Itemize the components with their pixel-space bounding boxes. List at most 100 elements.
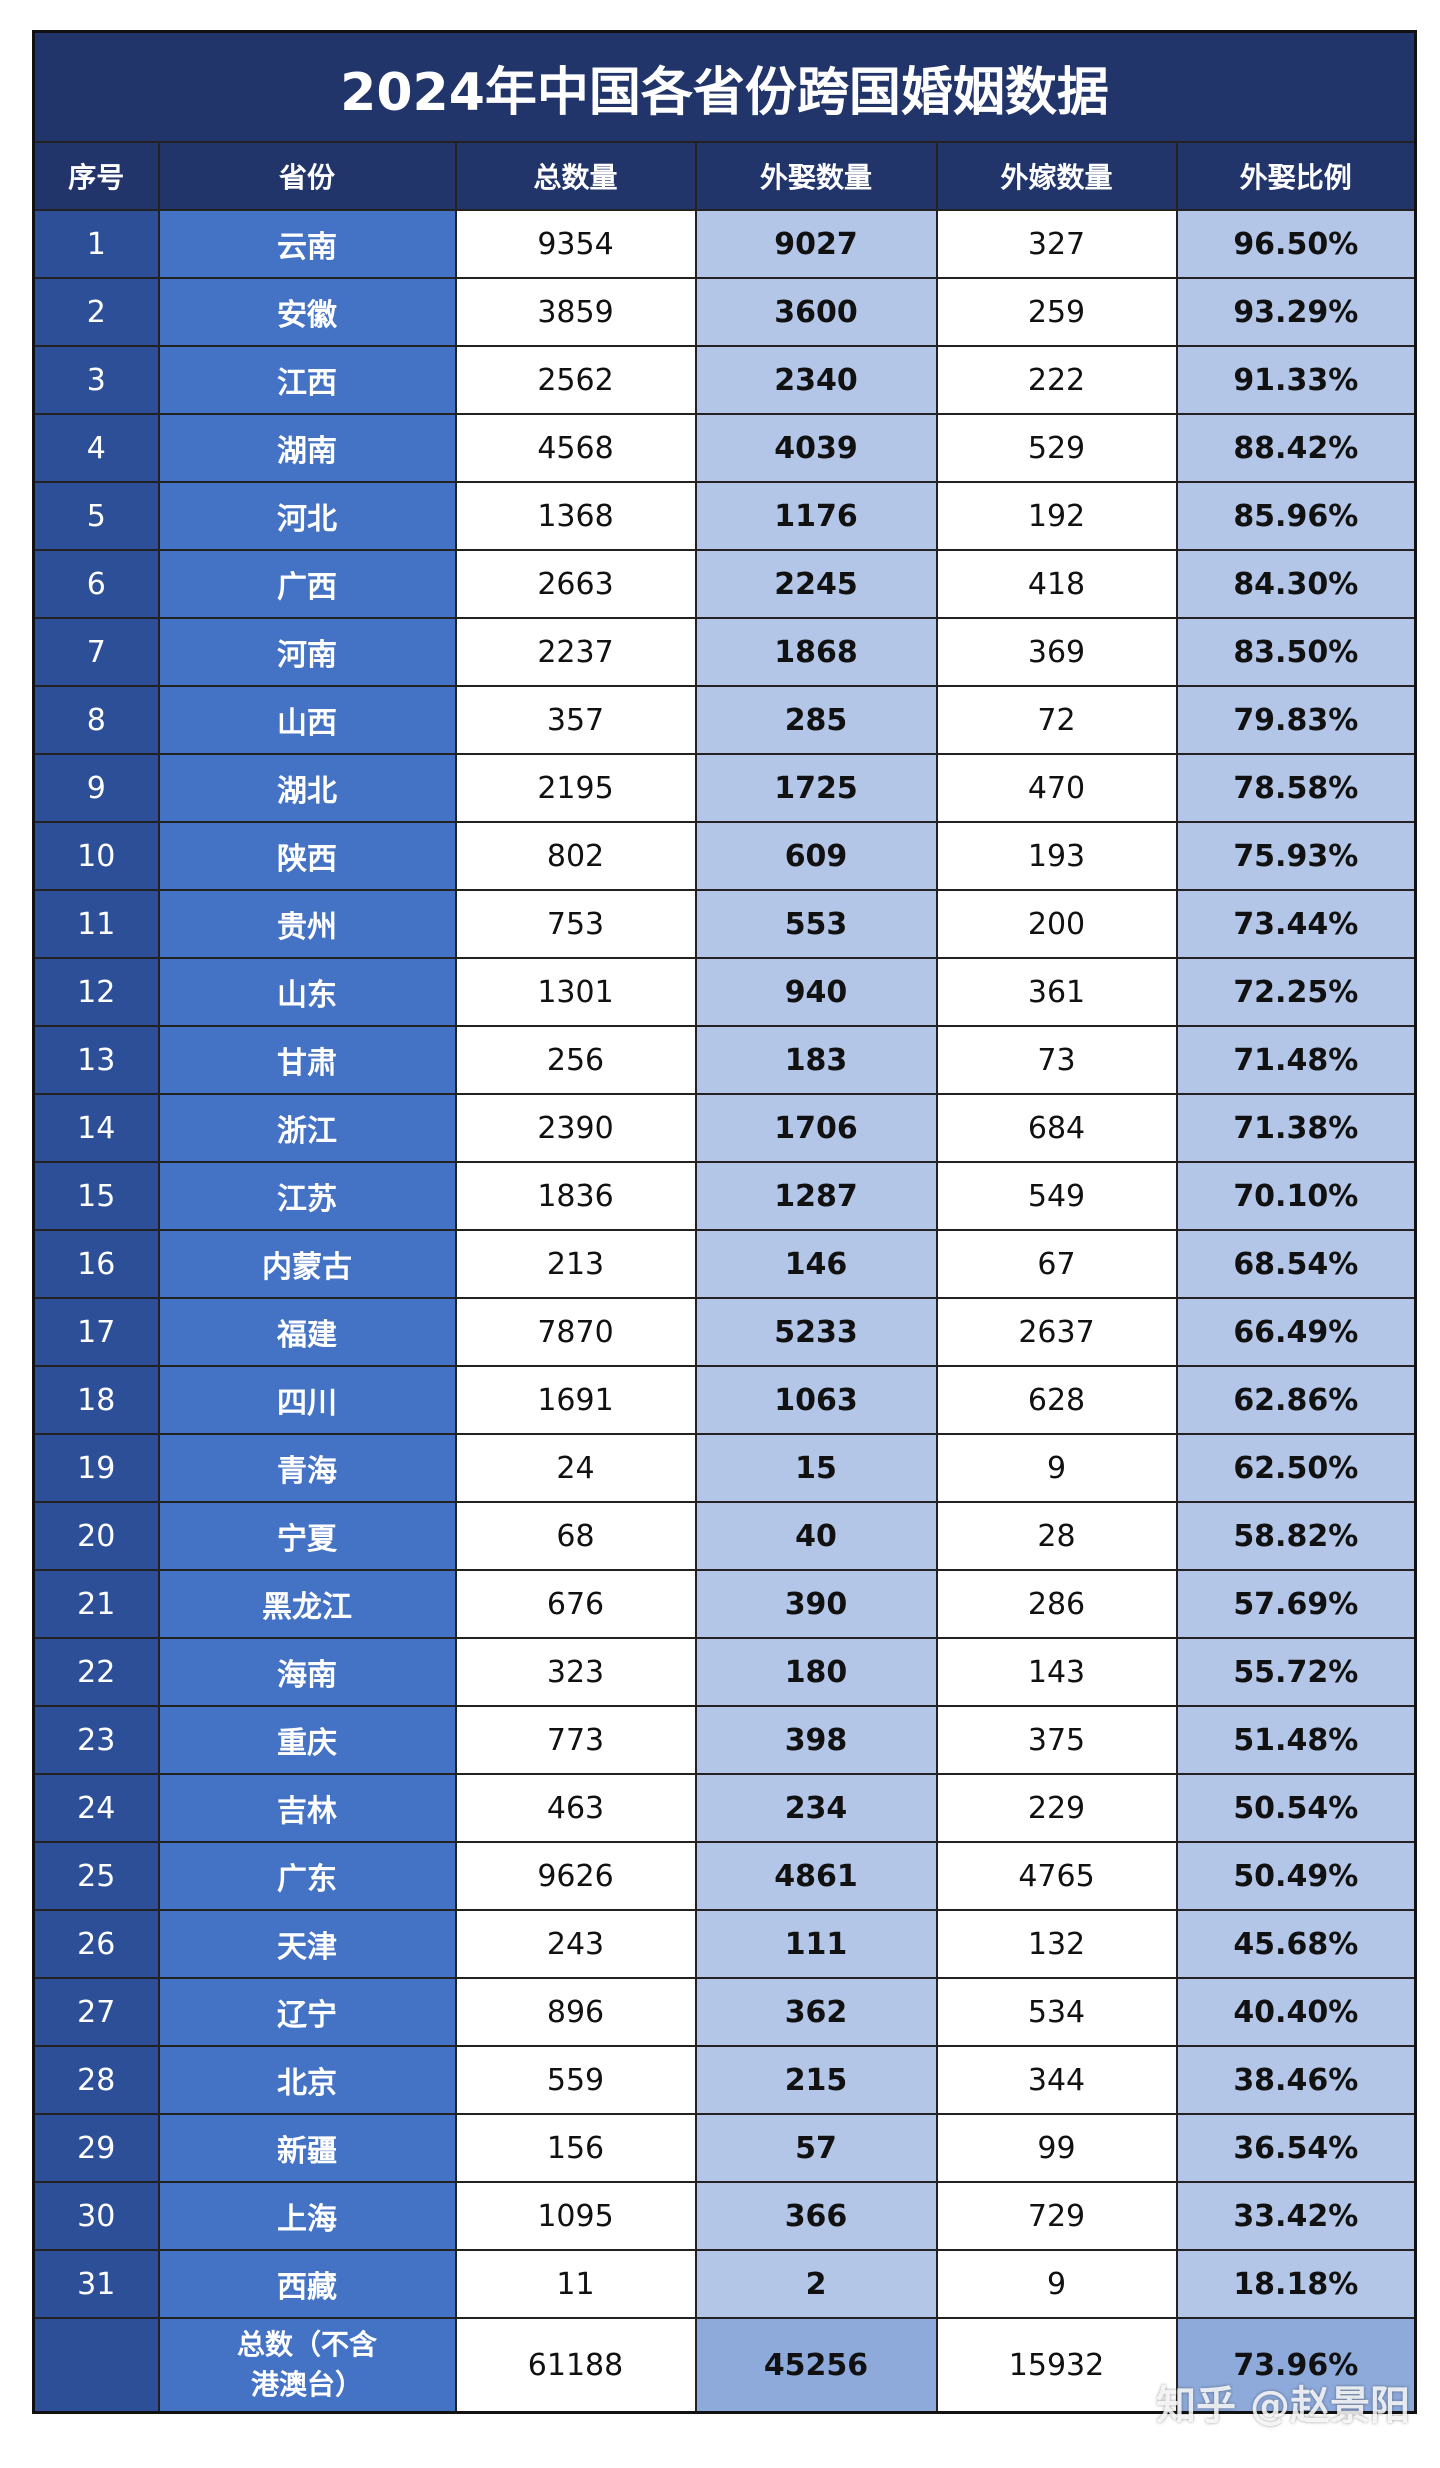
row-province: 江西 (157, 345, 457, 415)
table-row: 19 青海 24 15 9 62.50% (32, 1433, 1417, 1503)
row-female: 418 (935, 549, 1178, 619)
row-province: 云南 (157, 209, 457, 279)
row-ratio: 62.86% (1175, 1365, 1417, 1435)
table-row: 25 广东 9626 4861 4765 50.49% (32, 1841, 1417, 1911)
row-ratio: 38.46% (1175, 2045, 1417, 2115)
row-index: 20 (32, 1501, 160, 1571)
row-total: 11 (454, 2249, 697, 2319)
row-total: 1691 (454, 1365, 697, 1435)
row-ratio: 55.72% (1175, 1637, 1417, 1707)
row-female: 361 (935, 957, 1178, 1027)
row-index: 12 (32, 957, 160, 1027)
row-province: 江苏 (157, 1161, 457, 1231)
row-province: 宁夏 (157, 1501, 457, 1571)
row-ratio: 51.48% (1175, 1705, 1417, 1775)
row-male: 183 (694, 1025, 938, 1095)
row-ratio: 75.93% (1175, 821, 1417, 891)
row-male: 1176 (694, 481, 938, 551)
marriage-data-table: 2024年中国各省份跨国婚姻数据 序号 省份 总数量 外娶数量 外嫁数量 外娶比… (32, 30, 1418, 2414)
row-male: 1287 (694, 1161, 938, 1231)
row-ratio: 57.69% (1175, 1569, 1417, 1639)
row-male: 57 (694, 2113, 938, 2183)
table-title: 2024年中国各省份跨国婚姻数据 (32, 30, 1417, 143)
total-label: 总数（不含 港澳台） (157, 2317, 457, 2414)
row-total: 3859 (454, 277, 697, 347)
header-total: 总数量 (454, 141, 697, 211)
row-female: 327 (935, 209, 1178, 279)
row-total: 463 (454, 1773, 697, 1843)
row-female: 628 (935, 1365, 1178, 1435)
row-province: 黑龙江 (157, 1569, 457, 1639)
row-female: 72 (935, 685, 1178, 755)
row-female: 143 (935, 1637, 1178, 1707)
row-province: 广西 (157, 549, 457, 619)
row-total: 68 (454, 1501, 697, 1571)
row-province: 山西 (157, 685, 457, 755)
row-total: 2195 (454, 753, 697, 823)
row-male: 40 (694, 1501, 938, 1571)
row-female: 684 (935, 1093, 1178, 1163)
row-total: 559 (454, 2045, 697, 2115)
row-male: 1706 (694, 1093, 938, 1163)
row-province: 重庆 (157, 1705, 457, 1775)
row-female: 99 (935, 2113, 1178, 2183)
row-ratio: 85.96% (1175, 481, 1417, 551)
row-ratio: 33.42% (1175, 2181, 1417, 2251)
table-row: 31 西藏 11 2 9 18.18% (32, 2249, 1417, 2319)
row-total: 2562 (454, 345, 697, 415)
table-row: 15 江苏 1836 1287 549 70.10% (32, 1161, 1417, 1231)
row-index: 22 (32, 1637, 160, 1707)
table-row: 26 天津 243 111 132 45.68% (32, 1909, 1417, 1979)
row-total: 676 (454, 1569, 697, 1639)
row-ratio: 72.25% (1175, 957, 1417, 1027)
row-index: 18 (32, 1365, 160, 1435)
row-index: 27 (32, 1977, 160, 2047)
row-province: 青海 (157, 1433, 457, 1503)
row-total: 4568 (454, 413, 697, 483)
row-index: 29 (32, 2113, 160, 2183)
row-male: 5233 (694, 1297, 938, 1367)
row-total: 2663 (454, 549, 697, 619)
row-ratio: 71.38% (1175, 1093, 1417, 1163)
table-row: 18 四川 1691 1063 628 62.86% (32, 1365, 1417, 1435)
row-female: 73 (935, 1025, 1178, 1095)
row-province: 浙江 (157, 1093, 457, 1163)
row-total: 2390 (454, 1093, 697, 1163)
row-index: 4 (32, 413, 160, 483)
row-total: 24 (454, 1433, 697, 1503)
table-row: 17 福建 7870 5233 2637 66.49% (32, 1297, 1417, 1367)
row-total: 243 (454, 1909, 697, 1979)
row-province: 海南 (157, 1637, 457, 1707)
table-row: 23 重庆 773 398 375 51.48% (32, 1705, 1417, 1775)
table-row: 3 江西 2562 2340 222 91.33% (32, 345, 1417, 415)
row-female: 369 (935, 617, 1178, 687)
row-female: 549 (935, 1161, 1178, 1231)
row-male: 2245 (694, 549, 938, 619)
table-row: 16 内蒙古 213 146 67 68.54% (32, 1229, 1417, 1299)
row-male: 1725 (694, 753, 938, 823)
header-female: 外嫁数量 (935, 141, 1178, 211)
table-row: 5 河北 1368 1176 192 85.96% (32, 481, 1417, 551)
table-row: 12 山东 1301 940 361 72.25% (32, 957, 1417, 1027)
table-row: 2 安徽 3859 3600 259 93.29% (32, 277, 1417, 347)
row-female: 9 (935, 1433, 1178, 1503)
row-male: 553 (694, 889, 938, 959)
row-male: 609 (694, 821, 938, 891)
row-female: 259 (935, 277, 1178, 347)
row-female: 67 (935, 1229, 1178, 1299)
row-index: 28 (32, 2045, 160, 2115)
row-province: 湖南 (157, 413, 457, 483)
row-index: 30 (32, 2181, 160, 2251)
table-row: 7 河南 2237 1868 369 83.50% (32, 617, 1417, 687)
row-female: 470 (935, 753, 1178, 823)
row-total: 802 (454, 821, 697, 891)
row-ratio: 71.48% (1175, 1025, 1417, 1095)
total-index (32, 2317, 160, 2414)
total-label-line2: 港澳台） (250, 2368, 363, 2401)
row-province: 山东 (157, 957, 457, 1027)
row-female: 2637 (935, 1297, 1178, 1367)
row-index: 2 (32, 277, 160, 347)
row-index: 5 (32, 481, 160, 551)
row-male: 398 (694, 1705, 938, 1775)
row-male: 234 (694, 1773, 938, 1843)
